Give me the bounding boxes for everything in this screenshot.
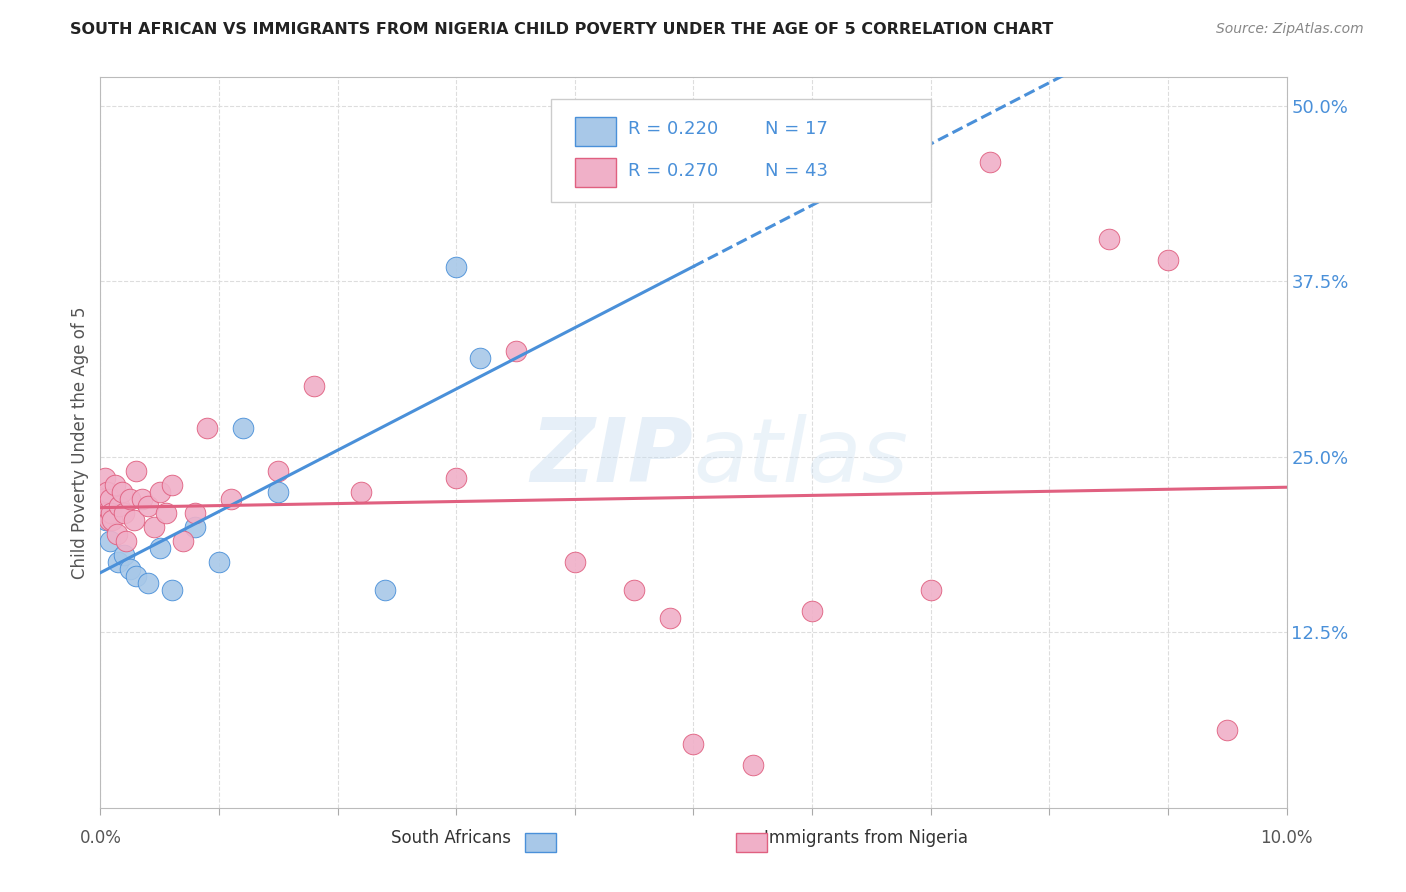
Point: [920, 582, 942, 597]
Point: [105, 526, 128, 541]
Point: [505, 344, 527, 359]
Point: [172, 533, 194, 548]
Point: [125, 569, 148, 583]
Text: SOUTH AFRICAN VS IMMIGRANTS FROM NIGERIA CHILD POVERTY UNDER THE AGE OF 5 CORREL: SOUTH AFRICAN VS IMMIGRANTS FROM NIGERIA…: [70, 22, 1053, 37]
Point: [195, 421, 218, 435]
Point: [623, 582, 645, 597]
Text: 10.0%: 10.0%: [1260, 830, 1313, 847]
Point: [98, 491, 121, 506]
Point: [232, 421, 254, 435]
Point: [115, 533, 138, 548]
Text: R = 0.220: R = 0.220: [628, 120, 718, 138]
Text: N = 43: N = 43: [765, 162, 828, 180]
Text: 0.0%: 0.0%: [79, 830, 121, 847]
Point: [160, 477, 183, 491]
Point: [184, 520, 207, 534]
Point: [111, 484, 134, 499]
Point: [155, 506, 177, 520]
Point: [131, 491, 153, 506]
Point: [91, 491, 114, 506]
FancyBboxPatch shape: [551, 99, 931, 202]
Point: [184, 506, 207, 520]
Point: [564, 555, 586, 569]
Point: [118, 562, 141, 576]
Point: [741, 758, 763, 772]
Point: [112, 548, 135, 562]
Point: [149, 484, 172, 499]
Point: [160, 582, 183, 597]
Point: [108, 499, 131, 513]
Point: [219, 491, 242, 506]
Point: [122, 513, 145, 527]
Point: [142, 520, 165, 534]
Point: [125, 464, 148, 478]
Point: [468, 351, 491, 366]
Text: R = 0.270: R = 0.270: [628, 162, 718, 180]
Point: [1157, 252, 1180, 267]
Text: Immigrants from Nigeria: Immigrants from Nigeria: [763, 830, 967, 847]
FancyBboxPatch shape: [575, 117, 616, 146]
Point: [94, 470, 117, 484]
Point: [208, 555, 231, 569]
Point: [374, 582, 396, 597]
Point: [96, 513, 118, 527]
FancyBboxPatch shape: [575, 158, 616, 187]
Point: [1216, 723, 1239, 738]
Text: atlas: atlas: [693, 414, 908, 500]
Point: [682, 738, 704, 752]
Point: [801, 604, 824, 618]
Point: [267, 484, 290, 499]
Point: [979, 154, 1001, 169]
Point: [112, 506, 135, 520]
Point: [98, 533, 121, 548]
Point: [97, 513, 120, 527]
Point: [101, 499, 124, 513]
Point: [100, 506, 122, 520]
Point: [1098, 232, 1121, 246]
Point: [136, 499, 159, 513]
Point: [136, 576, 159, 591]
Point: [302, 379, 325, 393]
Point: [444, 260, 467, 274]
Point: [350, 484, 373, 499]
Text: Source: ZipAtlas.com: Source: ZipAtlas.com: [1216, 22, 1364, 37]
Point: [444, 470, 467, 484]
Text: N = 17: N = 17: [765, 120, 828, 138]
Y-axis label: Child Poverty Under the Age of 5: Child Poverty Under the Age of 5: [72, 306, 89, 579]
Point: [96, 506, 118, 520]
Point: [267, 464, 290, 478]
Text: ZIP: ZIP: [530, 414, 693, 500]
Point: [101, 513, 124, 527]
Point: [658, 611, 681, 625]
Point: [149, 541, 172, 555]
Point: [103, 477, 125, 491]
Text: South Africans: South Africans: [391, 830, 510, 847]
Point: [107, 555, 129, 569]
Point: [118, 491, 141, 506]
Point: [96, 484, 118, 499]
